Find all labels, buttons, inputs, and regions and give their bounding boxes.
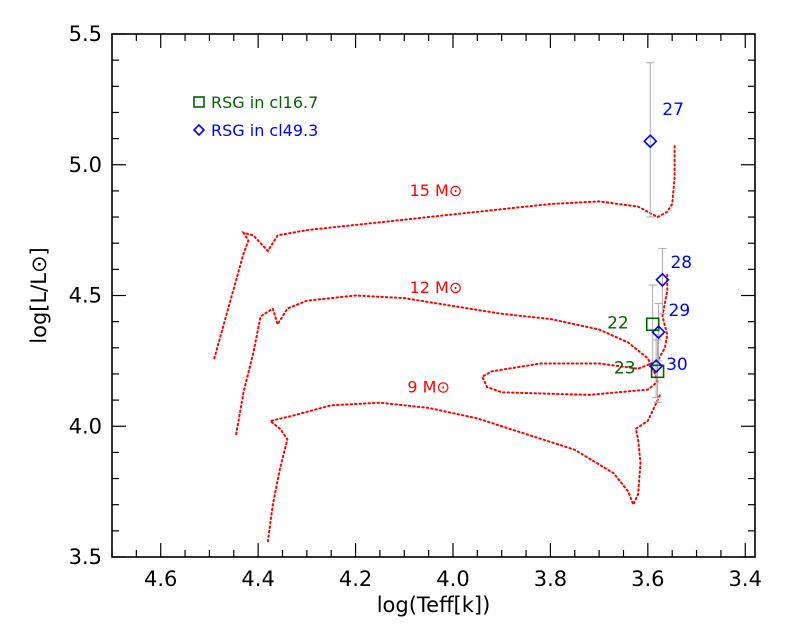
y-tick-label: 3.5 bbox=[69, 545, 102, 569]
legend-label: RSG in cl16.7 bbox=[211, 93, 318, 112]
point-diamond-29 bbox=[651, 324, 666, 340]
axes: 4.6 4.4 4.2 4.0 3.8 3.6 3.4 3.5 4.0 4.5 5.0 5.5 log(… bbox=[27, 22, 762, 617]
y-tick-label: 5.5 bbox=[69, 22, 102, 46]
point-label-29: 29 bbox=[669, 301, 691, 321]
legend-marker-square bbox=[193, 96, 205, 108]
point-diamond-27 bbox=[643, 134, 658, 149]
evolutionary-tracks bbox=[213, 142, 676, 543]
point-label-23: 23 bbox=[614, 358, 636, 378]
track-label-1: 12 M⊙ bbox=[410, 278, 463, 297]
point-diamond-28 bbox=[655, 272, 670, 287]
legend: RSG in cl16.7 RSG in cl49.3 bbox=[192, 93, 318, 140]
y-tick-label: 4.0 bbox=[69, 414, 102, 438]
point-square-23 bbox=[650, 364, 665, 379]
point-label-22: 22 bbox=[607, 313, 629, 333]
point-label-30: 30 bbox=[666, 355, 688, 375]
point-square-22 bbox=[645, 317, 660, 332]
error-bars bbox=[646, 62, 667, 404]
x-tick-label: 4.4 bbox=[241, 567, 274, 591]
track-labels: 15 M⊙ 12 M⊙ 9 M⊙ bbox=[407, 181, 462, 396]
x-axis-label: log(Teff[k]) bbox=[377, 593, 491, 617]
track-line-0 bbox=[213, 142, 676, 360]
track-line-2 bbox=[266, 393, 661, 543]
point-label-27: 27 bbox=[662, 100, 684, 120]
legend-marker-diamond bbox=[192, 123, 206, 137]
x-tick-label: 4.2 bbox=[339, 567, 372, 591]
point-diamond-30 bbox=[648, 358, 664, 374]
x-tick-label: 3.4 bbox=[729, 567, 762, 591]
track-line-1 bbox=[235, 273, 669, 436]
y-tick-label: 5.0 bbox=[69, 153, 102, 177]
point-label-28: 28 bbox=[670, 253, 692, 273]
y-tick-label: 4.5 bbox=[69, 284, 102, 308]
data-points bbox=[643, 134, 670, 379]
x-tick-label: 3.8 bbox=[534, 567, 567, 591]
point-labels: 22 23 27 28 29 30 bbox=[607, 100, 692, 378]
y-axis-label: log[L/L⊙] bbox=[27, 247, 51, 343]
legend-label: RSG in cl49.3 bbox=[211, 121, 318, 140]
track-label-0: 15 M⊙ bbox=[410, 181, 463, 200]
track-label-2: 9 M⊙ bbox=[407, 377, 449, 396]
x-tick-label: 4.0 bbox=[436, 567, 469, 591]
x-tick-label: 4.6 bbox=[144, 567, 177, 591]
x-tick-label: 3.6 bbox=[631, 567, 664, 591]
